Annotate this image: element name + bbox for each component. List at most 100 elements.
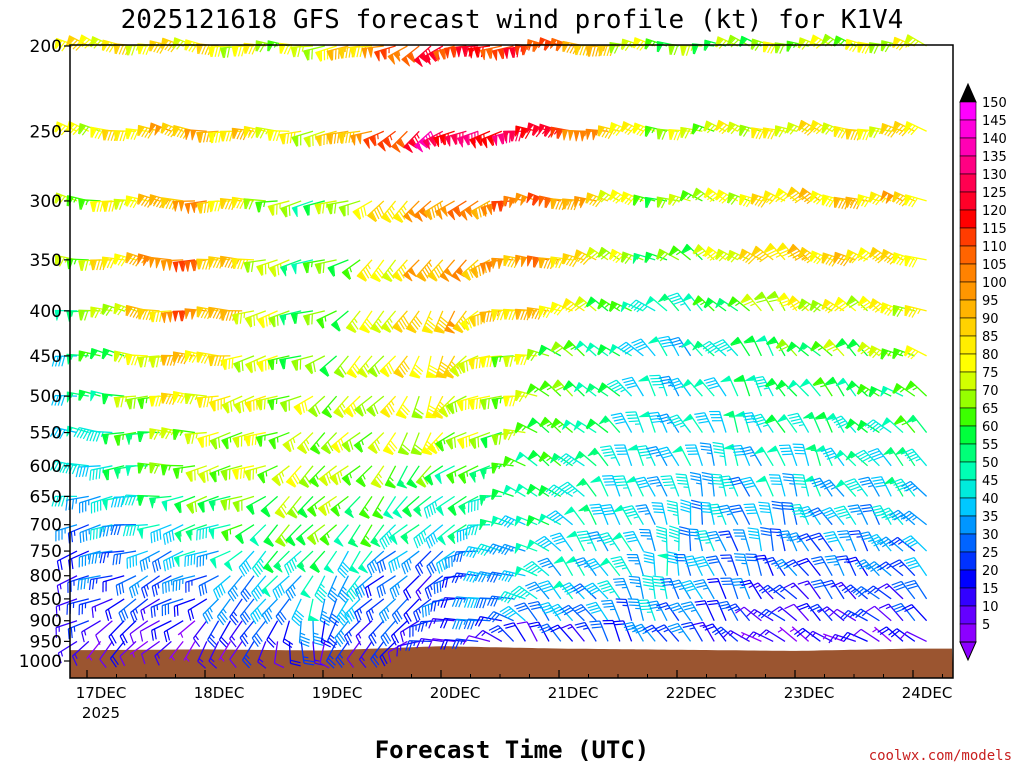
wind-barb: [406, 465, 420, 489]
wind-barb: [758, 608, 786, 622]
wind-barb: [625, 411, 645, 433]
wind-barb: [610, 555, 633, 577]
wind-barb: [79, 524, 101, 544]
colorbar-label: 15: [982, 582, 999, 597]
wind-barb: [90, 390, 113, 402]
wind-barb: [267, 200, 290, 216]
wind-barb: [566, 530, 585, 552]
wind-barb: [693, 579, 715, 600]
wind-barb: [302, 200, 325, 216]
colorbar-swatch: [959, 605, 977, 625]
wind-barb: [291, 598, 305, 627]
wind-barb: [360, 524, 373, 548]
wind-barb: [240, 575, 255, 603]
wind-barb: [172, 259, 196, 273]
wind-barb: [526, 192, 550, 206]
wind-barb: [122, 524, 148, 537]
wind-barb: [491, 257, 514, 270]
wind-barb: [285, 465, 302, 488]
wind-barb: [335, 641, 349, 668]
wind-barb: [256, 355, 278, 373]
wind-barb: [753, 446, 774, 467]
wind-barb: [202, 598, 220, 624]
x-tick-label: 22DEC: [666, 684, 717, 702]
wind-barb: [213, 575, 231, 600]
wind-barb: [243, 198, 266, 210]
wind-barb: [392, 495, 408, 519]
wind-barb: [81, 620, 101, 643]
wind-barb: [162, 524, 184, 545]
wind-barb: [113, 302, 137, 316]
wind-barb: [762, 127, 786, 140]
wind-barb: [266, 620, 279, 648]
colorbar-swatch: [959, 407, 977, 427]
wind-barb: [379, 640, 397, 667]
wind-barb: [523, 561, 550, 577]
wind-barb: [799, 378, 821, 397]
wind-barb: [196, 395, 219, 408]
wind-barb: [457, 465, 479, 484]
wind-barb: [602, 619, 621, 642]
wind-barb: [403, 575, 420, 601]
wind-barb: [413, 495, 432, 517]
wind-barb: [395, 395, 411, 419]
wind-barb: [701, 471, 715, 497]
wind-barb: [197, 465, 219, 484]
wind-barb: [892, 252, 916, 266]
wind-barb: [326, 130, 349, 145]
wind-barb: [285, 575, 302, 601]
wind-barb: [208, 524, 231, 540]
wind-barb: [584, 558, 609, 577]
wind-barb: [755, 475, 774, 497]
wind-barb: [268, 310, 290, 328]
wind-barb: [904, 380, 928, 397]
wind-barb: [101, 393, 125, 405]
wind-barb: [768, 474, 786, 497]
wind-barb: [446, 395, 467, 415]
wind-barb: [597, 580, 621, 600]
wind-barb: [643, 550, 656, 576]
wind-barb: [739, 124, 762, 137]
wind-barb: [753, 291, 774, 312]
wind-barb: [99, 641, 113, 668]
wind-barb: [587, 447, 609, 467]
wind-barb: [208, 495, 231, 512]
wind-barb: [750, 245, 774, 263]
wind-barb: [232, 431, 255, 448]
wind-barb: [667, 292, 692, 312]
wind-barb: [644, 251, 668, 264]
wind-barb: [611, 532, 633, 552]
wind-barb: [358, 496, 373, 519]
wind-barb: [660, 475, 680, 497]
wind-barb: [129, 640, 149, 658]
wind-barb: [365, 598, 385, 623]
wind-barb: [597, 189, 621, 203]
wind-barb: [354, 575, 373, 600]
colorbar-label: 110: [982, 240, 1007, 255]
wind-barb: [525, 581, 550, 600]
wind-barb: [782, 473, 798, 497]
colorbar-label: 65: [982, 402, 999, 417]
wind-barb: [239, 620, 255, 647]
wind-barb: [218, 641, 231, 662]
wind-barb: [461, 259, 479, 281]
wind-barb: [184, 308, 207, 320]
wind-barb: [786, 532, 810, 552]
wind-barb: [720, 554, 739, 576]
wind-barb: [760, 526, 774, 552]
wind-barb: [113, 431, 137, 446]
wind-barb: [196, 550, 219, 568]
wind-barb: [837, 530, 857, 552]
wind-barb: [243, 465, 266, 481]
wind-barb: [867, 447, 892, 467]
wind-barb: [717, 504, 739, 526]
wind-barb: [415, 259, 433, 282]
wind-barb: [229, 598, 243, 626]
wind-barb: [290, 45, 314, 58]
wind-barb: [355, 620, 373, 646]
wind-barb: [141, 640, 160, 665]
wind-barb: [646, 600, 668, 622]
wind-barb: [828, 633, 857, 644]
wind-barb: [792, 443, 810, 466]
wind-barb: [260, 495, 279, 518]
